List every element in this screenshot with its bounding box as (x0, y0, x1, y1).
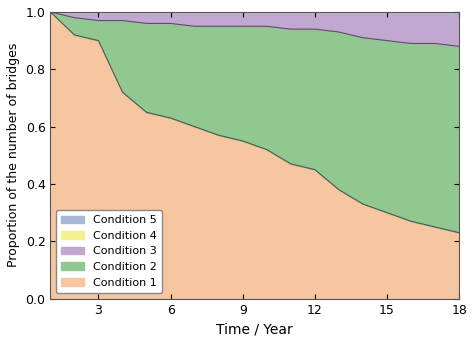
X-axis label: Time / Year: Time / Year (216, 322, 293, 336)
Legend: Condition 5, Condition 4, Condition 3, Condition 2, Condition 1: Condition 5, Condition 4, Condition 3, C… (56, 210, 162, 293)
Y-axis label: Proportion of the number of bridges: Proportion of the number of bridges (7, 43, 20, 268)
